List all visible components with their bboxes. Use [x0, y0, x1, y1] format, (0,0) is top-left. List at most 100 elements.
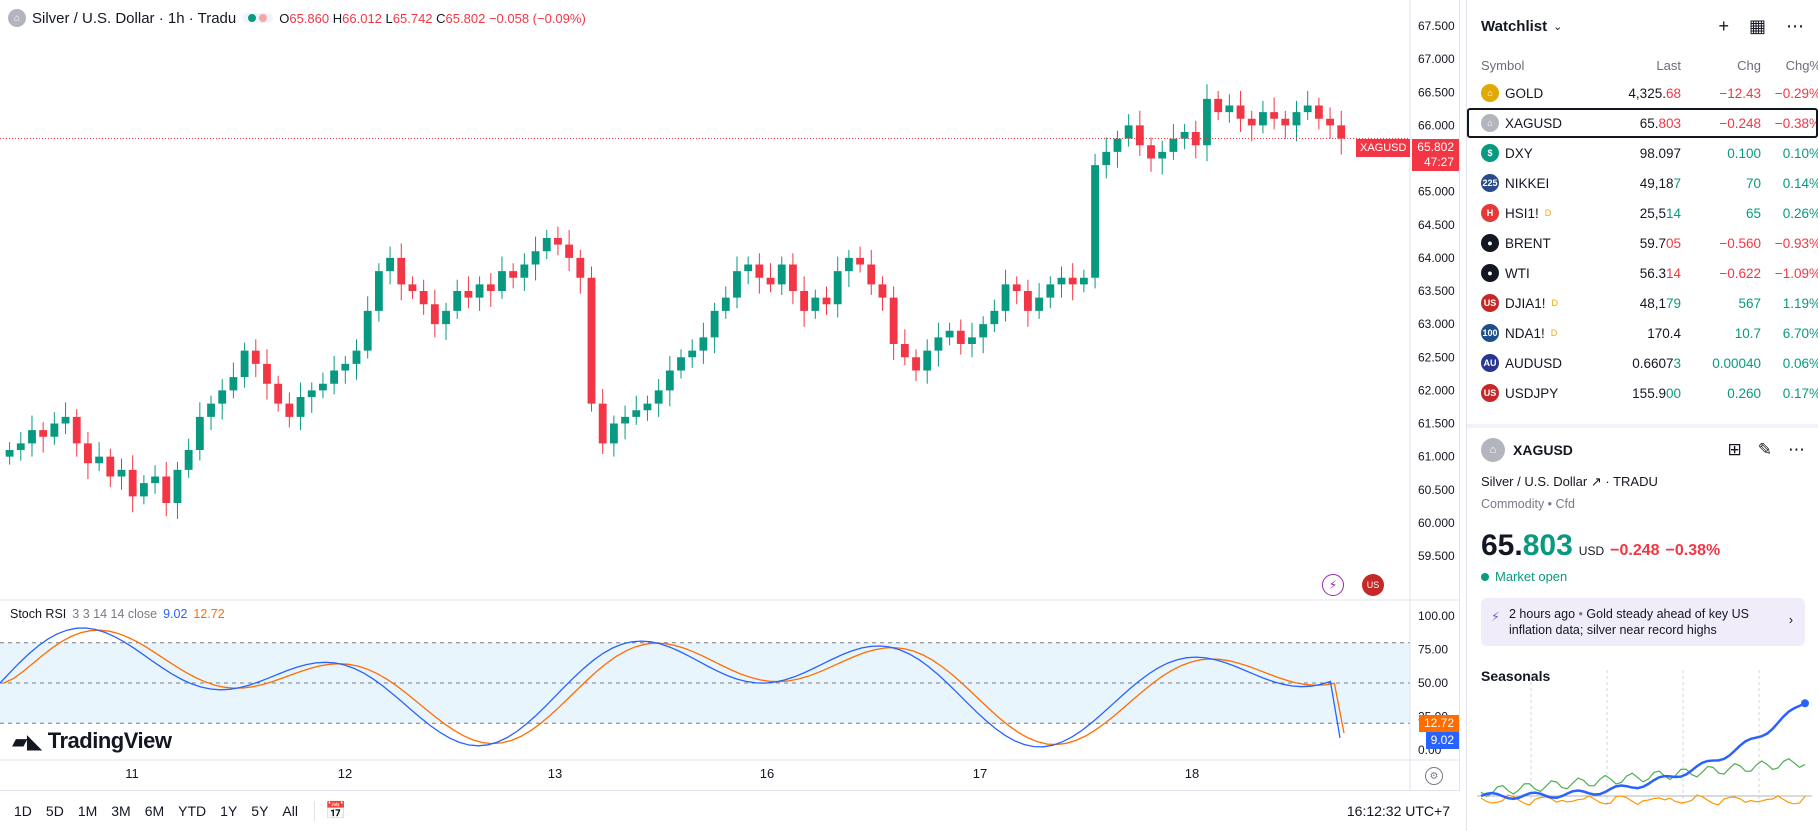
- candle-body: [1113, 138, 1122, 152]
- candle-body: [665, 370, 674, 391]
- row-symbol-text: NDA1!: [1505, 325, 1545, 341]
- price-axis-label: 63.000: [1418, 317, 1455, 331]
- range-6m[interactable]: 6M: [144, 803, 165, 819]
- lightning-icon[interactable]: ⚡: [1322, 574, 1344, 596]
- watchlist-row-nikkei[interactable]: 225 NIKKEI 49,187 70 0.14%: [1467, 168, 1818, 198]
- candle-body: [923, 350, 932, 371]
- details-symbol[interactable]: XAGUSD: [1513, 442, 1573, 458]
- candle-body: [777, 264, 786, 285]
- range-5d[interactable]: 5D: [45, 803, 64, 819]
- lightning-icon: ⚡: [1491, 610, 1500, 624]
- candle-body: [1079, 277, 1088, 285]
- seasonals-title[interactable]: Seasonals: [1481, 668, 1551, 684]
- news-item[interactable]: ⚡ 2 hours ago • Gold steady ahead of key…: [1481, 598, 1805, 646]
- add-symbol-icon[interactable]: +: [1718, 15, 1729, 36]
- row-chg: −0.622: [1719, 265, 1761, 281]
- settings-gear-icon[interactable]: ⚙: [1425, 767, 1443, 785]
- symbol-title[interactable]: Silver / U.S. Dollar · 1h · Tradu: [32, 9, 237, 27]
- row-chgp: 0.10%: [1782, 145, 1818, 161]
- watchlist-row-brent[interactable]: ● BRENT 59.705 −0.560 −0.93%: [1467, 228, 1818, 258]
- advanced-view-icon[interactable]: ▦: [1748, 15, 1766, 36]
- candle-body: [363, 310, 372, 351]
- edit-icon[interactable]: ✎: [1757, 440, 1772, 459]
- candle-body: [1102, 151, 1111, 166]
- watchlist-header: Watchlist ⌄ + ▦ ⋯: [1467, 0, 1818, 52]
- candle-body: [72, 416, 81, 444]
- row-chgp: −0.29%: [1774, 85, 1818, 101]
- col-symbol[interactable]: Symbol: [1481, 57, 1525, 73]
- symbol-logo-icon: 100: [1481, 324, 1499, 342]
- seasonal-line-orange: [1480, 794, 1806, 806]
- symbol-logo-icon: US: [1481, 384, 1499, 402]
- range-all[interactable]: All: [282, 803, 298, 819]
- row-symbol: US USDJPY: [1481, 384, 1601, 402]
- stoch-rsi-legend[interactable]: Stoch RSI 3 3 14 14 close 9.02 12.72: [10, 607, 225, 621]
- watchlist-row-djia1[interactable]: US DJIA1! D 48,179 567 1.19%: [1467, 288, 1818, 318]
- chevron-right-icon: ›: [1788, 613, 1793, 627]
- candle-body: [1259, 112, 1267, 126]
- range-1m[interactable]: 1M: [77, 803, 98, 819]
- chart-pane[interactable]: 67.50067.00066.50066.00065.50065.00064.5…: [0, 0, 1460, 790]
- more-icon[interactable]: ⋯: [1788, 440, 1805, 459]
- stoch-axis-label: 75.00: [1418, 643, 1448, 657]
- seasonals-chart[interactable]: [1467, 660, 1818, 810]
- candle-body: [408, 284, 417, 291]
- time-axis-label: 12: [338, 766, 352, 781]
- symbol-logo-icon: ⌂: [1481, 114, 1499, 132]
- row-chgp: 1.19%: [1782, 295, 1818, 311]
- range-3m[interactable]: 3M: [111, 803, 131, 819]
- watchlist-row-dxy[interactable]: $ DXY 98.097 0.100 0.10%: [1467, 138, 1818, 168]
- price-axis-label: 67.500: [1418, 19, 1455, 33]
- watchlist-row-xagusd[interactable]: ⌂ XAGUSD 65.803 −0.248 −0.38%: [1467, 108, 1818, 138]
- price-axis-label: 61.500: [1418, 417, 1455, 431]
- row-symbol-text: GOLD: [1505, 85, 1544, 101]
- stoch-k-tag: 9.02: [1425, 732, 1459, 749]
- candle-body: [945, 330, 954, 338]
- candle-body: [643, 403, 652, 411]
- details-name[interactable]: Silver / U.S. Dollar: [1481, 474, 1588, 489]
- candle-body: [677, 357, 685, 371]
- candle-body: [688, 350, 697, 358]
- candle-body: [900, 344, 909, 358]
- row-chgp: 0.17%: [1782, 385, 1818, 401]
- candle-body: [811, 297, 820, 311]
- watchlist-row-wti[interactable]: ● WTI 56.314 −0.622 −1.09%: [1467, 258, 1818, 288]
- candle-body: [1057, 277, 1066, 285]
- candle-body: [844, 257, 853, 272]
- candle-body: [632, 410, 641, 417]
- range-1y[interactable]: 1Y: [220, 803, 238, 819]
- price-chart[interactable]: 67.50067.00066.50066.00065.50065.00064.5…: [0, 0, 1460, 790]
- candle-body: [207, 403, 215, 417]
- symbol-logo-icon: AU: [1481, 354, 1499, 372]
- layout-icon[interactable]: ⊞: [1727, 440, 1742, 459]
- row-last: 0.66073: [1632, 355, 1681, 371]
- range-5y[interactable]: 5Y: [251, 803, 269, 819]
- candle-body: [755, 264, 764, 278]
- tradingview-logo[interactable]: ▰◣ TradingView: [12, 728, 172, 754]
- col-chgp[interactable]: Chg%: [1785, 57, 1818, 73]
- watchlist-row-gold[interactable]: ⌂ GOLD 4,325.68 −12.43 −0.29%: [1467, 78, 1818, 108]
- market-status-pill[interactable]: [242, 13, 274, 23]
- external-link-icon[interactable]: ↗: [1590, 474, 1602, 489]
- candle-body: [520, 264, 529, 278]
- clock[interactable]: 16:12:32 UTC+7: [1346, 803, 1450, 819]
- watchlist-row-audusd[interactable]: AU AUDUSD 0.66073 0.00040 0.06%: [1467, 348, 1818, 378]
- candle-body: [1326, 118, 1334, 126]
- more-icon[interactable]: ⋯: [1786, 15, 1804, 36]
- candle-body: [1135, 125, 1144, 146]
- price-axis-label: 62.500: [1418, 350, 1455, 364]
- watchlist-row-nda1[interactable]: 100 NDA1! D 170.4 10.7 6.70%: [1467, 318, 1818, 348]
- candle-body: [1191, 132, 1200, 146]
- candle-body: [1012, 284, 1021, 291]
- watchlist-row-hsi1[interactable]: H HSI1! D 25,514 65 0.26%: [1467, 198, 1818, 228]
- chevron-down-icon[interactable]: ⌄: [1553, 20, 1563, 33]
- watchlist-title[interactable]: Watchlist: [1481, 17, 1548, 35]
- range-ytd[interactable]: YTD: [178, 803, 207, 819]
- range-1d[interactable]: 1D: [14, 803, 32, 819]
- date-range-icon[interactable]: 📅: [324, 801, 347, 820]
- watchlist-row-usdjpy[interactable]: US USDJPY 155.900 0.260 0.17%: [1467, 378, 1818, 408]
- us-flag-icon[interactable]: US: [1362, 574, 1384, 596]
- col-chg[interactable]: Chg: [1737, 57, 1761, 73]
- candle-body: [878, 284, 887, 298]
- col-last[interactable]: Last: [1656, 57, 1681, 73]
